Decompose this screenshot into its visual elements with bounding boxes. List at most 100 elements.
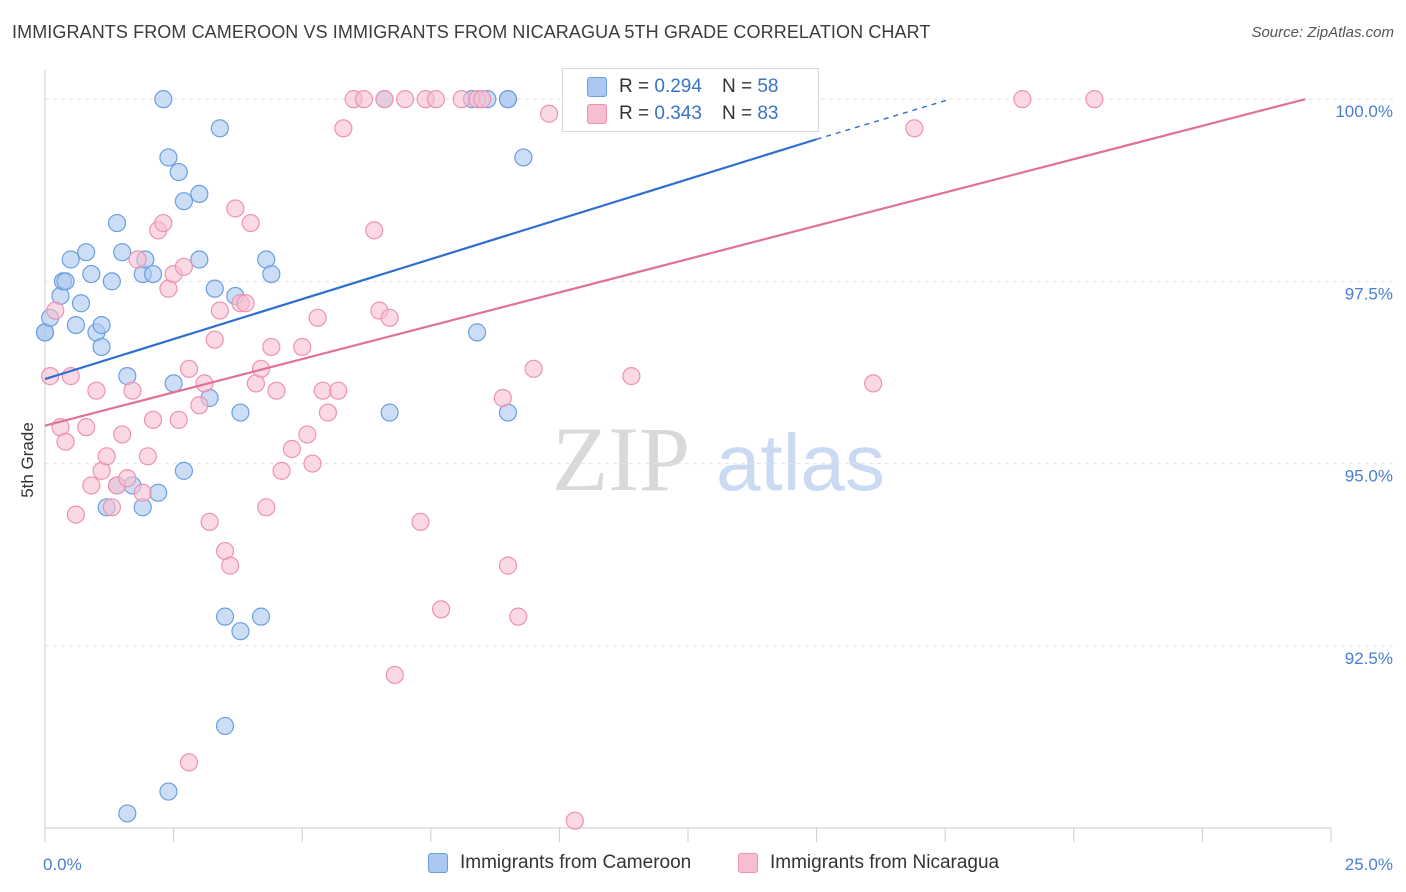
cameroon-point xyxy=(113,243,132,262)
nicaragua-point xyxy=(395,90,415,109)
nicaragua-point xyxy=(267,381,286,400)
cameroon-point xyxy=(143,264,163,284)
y-tick-label: 95.0% xyxy=(1345,467,1393,486)
cameroon-point xyxy=(71,294,91,313)
legend-swatch-pink xyxy=(587,104,607,124)
nicaragua-point xyxy=(498,556,518,575)
bottom-legend-swatch-pink xyxy=(738,853,758,873)
nicaragua-point xyxy=(298,425,317,444)
cameroon-point xyxy=(92,315,111,335)
nicaragua-point xyxy=(257,498,276,517)
legend-row-cameroon: R = 0.294 N = 58 xyxy=(587,74,778,100)
legend-r-value-cameroon: 0.294 xyxy=(654,76,702,97)
cameroon-point xyxy=(164,374,183,393)
legend-r-value-nicaragua: 0.343 xyxy=(654,103,702,124)
cameroon-point xyxy=(102,272,121,291)
legend-n-label: N = xyxy=(721,103,753,124)
y-tick-label: 92.5% xyxy=(1345,649,1393,668)
nicaragua-point xyxy=(97,447,116,466)
nicaragua-point xyxy=(200,512,219,531)
cameroon-point xyxy=(174,192,193,211)
bottom-legend-swatch-blue xyxy=(428,853,448,873)
nicaragua-point xyxy=(565,811,584,830)
cameroon-point xyxy=(231,622,250,641)
cameroon-point xyxy=(215,607,235,626)
nicaragua-point xyxy=(540,104,559,123)
cameroon-point xyxy=(215,716,235,736)
cameroon-point xyxy=(190,250,209,269)
cameroon-point xyxy=(467,323,487,342)
watermark-atlas: atlas xyxy=(716,418,885,507)
nicaragua-point xyxy=(452,90,471,109)
y-axis-label: 5th Grade xyxy=(18,422,37,498)
nicaragua-point xyxy=(190,396,209,415)
cameroon-point xyxy=(149,483,168,502)
nicaragua-point xyxy=(82,476,101,495)
nicaragua-point xyxy=(138,447,157,466)
nicaragua-point xyxy=(41,367,60,386)
nicaragua-point xyxy=(221,556,240,575)
chart-source: Source: ZipAtlas.com xyxy=(1251,24,1394,41)
cameroon-point xyxy=(169,162,188,182)
nicaragua-point xyxy=(426,90,446,109)
cameroon-point xyxy=(210,119,229,138)
cameroon-point xyxy=(82,264,101,284)
cameroon-point xyxy=(190,184,209,204)
nicaragua-point xyxy=(241,213,260,233)
legend-r-label: R = xyxy=(619,103,650,124)
cameroon-point xyxy=(174,461,193,480)
legend-n-value-cameroon: 58 xyxy=(757,76,779,97)
nicaragua-point xyxy=(1085,90,1104,109)
nicaragua-point xyxy=(864,374,883,393)
nicaragua-trend-line xyxy=(44,98,1306,427)
nicaragua-point xyxy=(375,90,394,109)
nicaragua-point xyxy=(318,403,338,422)
nicaragua-point xyxy=(179,753,199,772)
nicaragua-point xyxy=(118,469,137,488)
legend-r-label: R = xyxy=(619,76,650,97)
cameroon-point xyxy=(154,90,173,109)
nicaragua-point xyxy=(46,301,65,320)
nicaragua-point xyxy=(313,381,332,400)
legend-swatch-blue xyxy=(587,77,607,97)
x-tick-label-max: 25.0% xyxy=(1345,855,1393,874)
nicaragua-point xyxy=(303,454,322,473)
cameroon-point xyxy=(159,148,178,167)
cameroon-point xyxy=(66,315,85,335)
nicaragua-point xyxy=(411,512,430,531)
bottom-legend-label-nicaragua: Immigrants from Nicaragua xyxy=(770,852,1000,873)
y-tick-label: 97.5% xyxy=(1345,284,1393,303)
nicaragua-point xyxy=(236,294,255,313)
bottom-legend-nicaragua: Immigrants from Nicaragua xyxy=(738,852,999,874)
nicaragua-point xyxy=(524,359,543,378)
nicaragua-point xyxy=(1013,90,1032,109)
nicaragua-point xyxy=(143,410,163,429)
cameroon-point xyxy=(92,337,111,357)
nicaragua-point xyxy=(262,337,281,357)
cameroon-point xyxy=(380,403,399,422)
nicaragua-point xyxy=(87,381,106,400)
nicaragua-point xyxy=(210,301,229,320)
nicaragua-point xyxy=(179,359,199,378)
cameroon-point xyxy=(61,250,80,269)
nicaragua-point xyxy=(102,498,121,517)
nicaragua-point xyxy=(77,418,96,437)
legend-n-value-nicaragua: 83 xyxy=(757,103,779,124)
nicaragua-point xyxy=(66,505,85,524)
nicaragua-point xyxy=(113,425,132,444)
nicaragua-point xyxy=(622,367,641,386)
nicaragua-point xyxy=(174,257,193,276)
cameroon-point xyxy=(498,90,518,109)
nicaragua-point xyxy=(431,600,451,619)
cameroon-point xyxy=(159,782,178,801)
cameroon-point xyxy=(77,243,96,262)
nicaragua-point xyxy=(380,308,399,327)
cameroon-point xyxy=(205,279,224,298)
cameroon-point xyxy=(262,264,281,284)
cameroon-trend-line xyxy=(44,138,817,381)
cameroon-point xyxy=(56,272,75,291)
nicaragua-point xyxy=(493,388,512,408)
nicaragua-point xyxy=(169,410,188,429)
legend-row-nicaragua: R = 0.343 N = 83 xyxy=(587,101,778,127)
